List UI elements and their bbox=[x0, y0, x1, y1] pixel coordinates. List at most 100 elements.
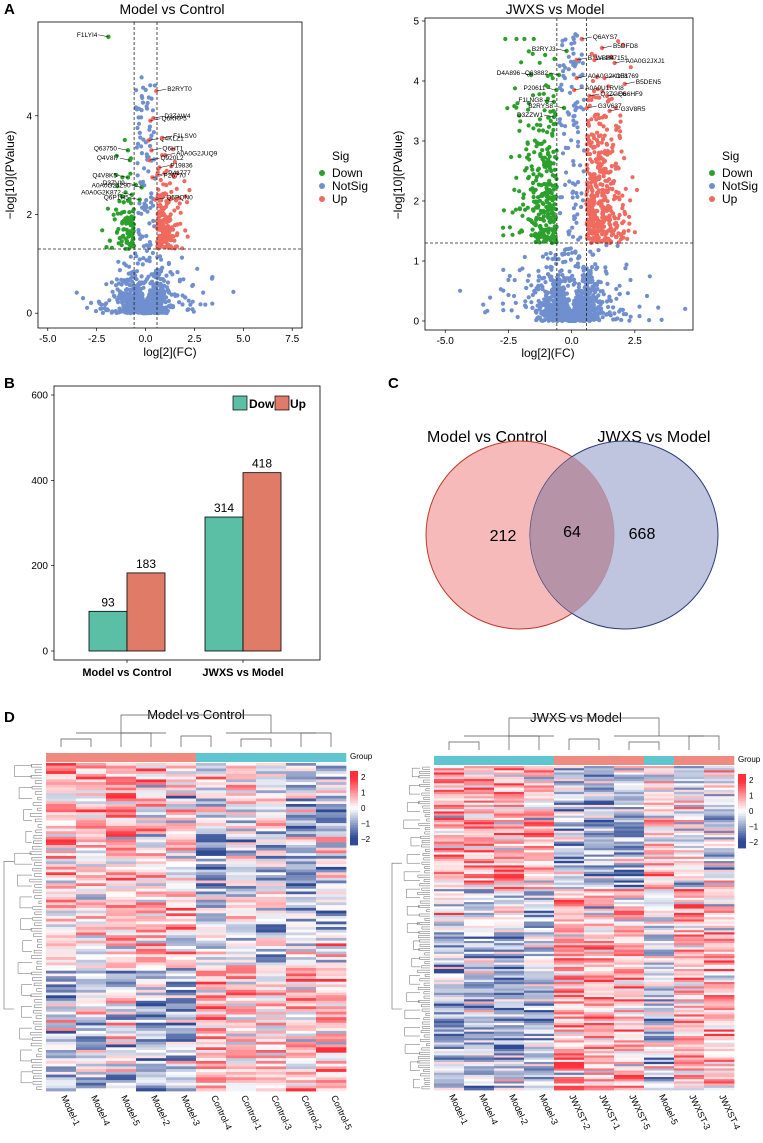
data-point bbox=[520, 266, 524, 270]
heatmap-cell bbox=[196, 1058, 226, 1061]
heatmap-cell bbox=[166, 853, 196, 856]
data-point bbox=[170, 272, 174, 276]
color-scale-step bbox=[350, 798, 358, 801]
heatmap-cell bbox=[166, 1056, 196, 1059]
data-point bbox=[509, 155, 513, 159]
x-tick-label: -5.0 bbox=[39, 334, 57, 345]
heatmap-cell bbox=[226, 889, 256, 892]
heatmap-cell bbox=[196, 853, 226, 856]
point-label: B2RYJ3 bbox=[532, 46, 556, 53]
row-dendrogram-branch bbox=[34, 863, 42, 866]
row-dendrogram-branch bbox=[35, 792, 42, 795]
heatmap-cell bbox=[256, 763, 286, 766]
data-point bbox=[527, 273, 531, 277]
heatmap-cell bbox=[196, 897, 226, 900]
heatmap-cell bbox=[226, 856, 256, 859]
color-scale-step bbox=[350, 791, 358, 794]
data-point bbox=[139, 115, 143, 119]
data-point bbox=[615, 224, 619, 228]
data-point bbox=[599, 289, 603, 293]
heatmap-cell bbox=[136, 840, 166, 843]
heatmap-cell bbox=[106, 927, 136, 930]
data-point bbox=[178, 201, 182, 205]
heatmap-cell bbox=[316, 968, 346, 971]
data-point bbox=[148, 288, 152, 292]
column-label: Model-1 bbox=[59, 1094, 82, 1128]
heatmap-cell bbox=[76, 1015, 106, 1018]
heatmap-cell bbox=[166, 979, 196, 982]
color-scale-step bbox=[350, 810, 358, 813]
heatmap-cell bbox=[46, 804, 76, 807]
row-dendrogram-branch bbox=[35, 885, 42, 888]
data-point bbox=[144, 234, 148, 238]
heatmap-cell bbox=[226, 875, 256, 878]
heatmap-cell bbox=[106, 911, 136, 914]
heatmap-cell bbox=[106, 938, 136, 941]
data-point bbox=[172, 208, 176, 212]
data-point bbox=[551, 282, 555, 286]
heatmap-cell bbox=[106, 856, 136, 859]
data-point bbox=[161, 192, 165, 196]
heatmap-cell bbox=[226, 938, 256, 941]
data-point bbox=[660, 318, 664, 322]
heatmap-cell bbox=[136, 979, 166, 982]
heatmap-cell bbox=[46, 1009, 76, 1012]
data-point bbox=[630, 175, 634, 179]
heatmap-cell bbox=[286, 837, 316, 840]
heatmap-cell bbox=[76, 1028, 106, 1031]
heatmap-cell bbox=[286, 892, 316, 895]
data-point bbox=[139, 144, 143, 148]
data-point bbox=[566, 146, 570, 150]
data-point bbox=[147, 128, 151, 132]
heatmap-cell bbox=[226, 922, 256, 925]
heatmap-cell bbox=[106, 823, 136, 826]
heatmap-cell bbox=[76, 1020, 106, 1023]
heatmap-title: JWXS vs Model bbox=[530, 710, 622, 725]
legend-down: Down bbox=[722, 166, 753, 180]
heatmap-cell bbox=[256, 993, 286, 996]
heatmap-cell bbox=[166, 763, 196, 766]
data-point bbox=[549, 119, 553, 123]
legend-down: Down bbox=[332, 166, 363, 180]
heatmap-cell bbox=[196, 949, 226, 952]
heatmap-cell bbox=[286, 859, 316, 862]
row-dendrogram-branch bbox=[31, 1043, 42, 1046]
heatmap-cell bbox=[76, 1077, 106, 1080]
heatmap-cell bbox=[76, 883, 106, 886]
data-point bbox=[587, 124, 591, 128]
heatmap-cell bbox=[196, 911, 226, 914]
data-point bbox=[591, 288, 595, 292]
y-tick-label: 400 bbox=[31, 476, 48, 487]
heatmap-cell bbox=[226, 812, 256, 815]
data-point bbox=[203, 303, 207, 307]
heatmap-cell bbox=[286, 875, 316, 878]
heatmap-cell bbox=[136, 957, 166, 960]
y-tick-label: 1 bbox=[413, 257, 419, 268]
heatmap-cell bbox=[286, 861, 316, 864]
data-point bbox=[121, 280, 125, 284]
heatmap-cell bbox=[136, 1004, 166, 1007]
data-point bbox=[127, 221, 131, 225]
heatmap-cell bbox=[286, 949, 316, 952]
data-point bbox=[141, 256, 145, 260]
heatmap-cell bbox=[226, 979, 256, 982]
data-point bbox=[527, 49, 531, 53]
heatmap-cell bbox=[166, 864, 196, 867]
point-label: P19836 bbox=[170, 163, 193, 170]
data-point bbox=[571, 319, 575, 323]
heatmap-cell bbox=[46, 867, 76, 870]
heatmap-cell bbox=[106, 1061, 136, 1064]
data-point bbox=[561, 69, 565, 73]
data-point bbox=[167, 261, 171, 265]
row-dendrogram-branch bbox=[30, 814, 42, 817]
heatmap-cell bbox=[196, 845, 226, 848]
heatmap-cell bbox=[286, 889, 316, 892]
data-point bbox=[138, 131, 142, 135]
heatmap-cell bbox=[316, 812, 346, 815]
point-label: B5DFD8 bbox=[613, 43, 638, 50]
heatmap-cell bbox=[106, 883, 136, 886]
heatmap-cell bbox=[196, 913, 226, 916]
row-dendrogram-branch bbox=[33, 907, 42, 910]
data-point bbox=[611, 317, 615, 321]
data-point bbox=[153, 284, 157, 288]
